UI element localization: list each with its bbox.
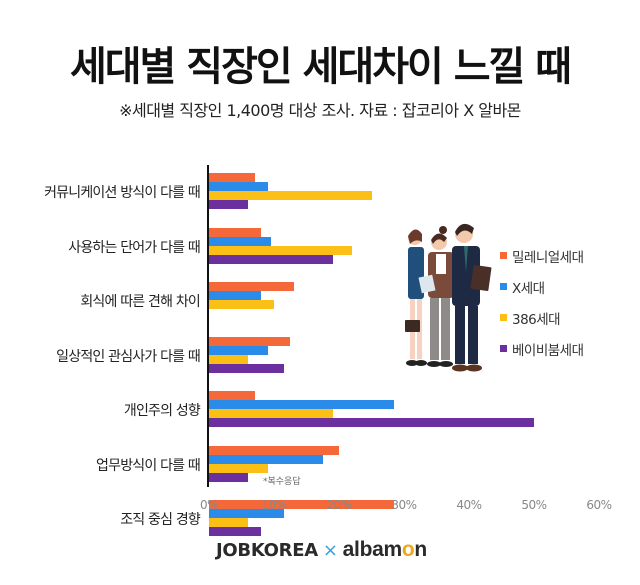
x-tick-label: 10%	[261, 498, 287, 512]
bar	[209, 236, 271, 246]
legend-item-gen-x: X세대	[500, 271, 584, 302]
multiple-response-note: *복수응답	[263, 477, 301, 487]
legend: 밀레니얼세대 X세대 386세대 베이비붐세대	[500, 240, 584, 364]
category-label: 일상적인 관심사가 다를 때	[56, 348, 201, 365]
legend-swatch-icon	[500, 345, 507, 352]
bar	[209, 245, 352, 255]
bar	[209, 400, 395, 409]
bar	[209, 418, 534, 427]
albamon-logo: albamon	[342, 538, 428, 561]
bar	[209, 409, 333, 418]
x-tick-label: 50%	[521, 498, 547, 512]
bar	[209, 282, 294, 291]
bar	[209, 254, 333, 264]
category-label: 사용하는 단어가 다를 때	[68, 239, 201, 256]
bar	[209, 527, 261, 536]
bar	[209, 291, 261, 300]
bar	[209, 463, 268, 473]
legend-label: 밀레니얼세대	[512, 249, 584, 266]
office-workers-illustration	[398, 216, 498, 384]
bar	[209, 345, 268, 355]
bar	[209, 472, 248, 482]
bar	[209, 445, 339, 455]
category-label: 커뮤니케이션 방식이 다를 때	[44, 185, 201, 201]
bar	[209, 300, 274, 309]
legend-swatch-icon	[500, 252, 507, 259]
bar	[209, 191, 372, 200]
bar	[209, 391, 255, 400]
bar	[209, 363, 284, 373]
bar	[209, 227, 261, 237]
legend-label: 베이비붐세대	[512, 342, 584, 359]
x-tick-label: 0%	[199, 498, 219, 512]
legend-label: 386세대	[512, 311, 561, 328]
chart-title: 세대별 직장인 세대차이 느낄 때	[69, 44, 572, 90]
bar	[209, 509, 284, 518]
category-label: 개인주의 성향	[123, 403, 201, 419]
collab-separator: ×	[322, 539, 338, 561]
legend-item-386: 386세대	[500, 302, 584, 333]
bar	[209, 200, 248, 209]
legend-label: X세대	[512, 280, 545, 297]
x-tick-label: 60%	[586, 498, 612, 512]
bar	[209, 454, 323, 464]
bar	[209, 182, 268, 191]
legend-item-millennial: 밀레니얼세대	[500, 240, 584, 271]
x-tick-label: 20%	[326, 498, 352, 512]
jobkorea-logo: JOBKOREA	[216, 539, 318, 561]
footer-logo: JOBKOREA × albamon	[216, 538, 427, 562]
legend-item-babyboom: 베이비붐세대	[500, 333, 584, 364]
category-label: 회식에 따른 견해 차이	[80, 294, 200, 310]
bar	[209, 500, 395, 509]
chart-subtitle: ※세대별 직장인 1,400명 대상 조사. 자료 : 잡코리아 X 알바몬	[119, 101, 521, 120]
bar	[209, 336, 291, 346]
category-label: 업무방식이 다를 때	[96, 457, 201, 474]
bar	[209, 173, 255, 182]
bar	[209, 518, 248, 527]
category-label: 조직 중심 경향	[120, 512, 201, 528]
y-axis-line	[207, 165, 209, 487]
legend-swatch-icon	[500, 314, 507, 321]
bar	[209, 354, 248, 364]
x-tick-label: 40%	[456, 498, 482, 512]
legend-swatch-icon	[500, 283, 507, 290]
x-tick-label: 30%	[391, 498, 417, 512]
